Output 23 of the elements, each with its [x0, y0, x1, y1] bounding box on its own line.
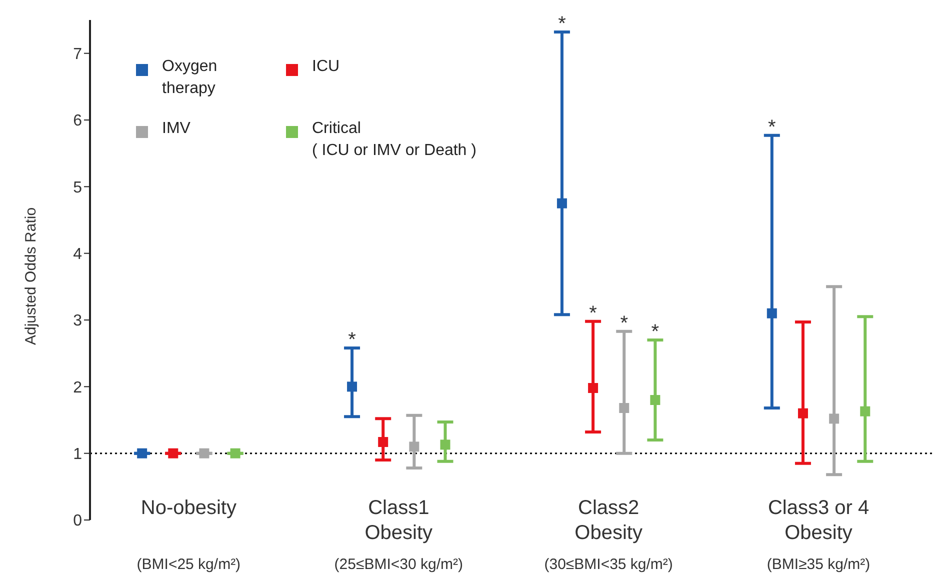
y-tick-label: 1 — [73, 446, 82, 464]
x-tick-label: Class1 Obesity (25≤BMI<30 kg/m²) — [334, 497, 463, 573]
y-tick-label: 4 — [73, 246, 82, 264]
y-tick-label: 3 — [73, 312, 82, 330]
legend-label: ICU — [312, 57, 340, 77]
y-tick-label: 7 — [73, 46, 82, 64]
y-tick-label: 5 — [73, 179, 82, 196]
annotation: * — [768, 116, 776, 138]
annotation: * — [620, 312, 628, 334]
legend-label: Critical ( ICU or IMV or Death ) — [312, 119, 476, 161]
legend-label: Oxygen therapy — [162, 57, 218, 99]
annotation: * — [651, 321, 660, 343]
y-axis-title: Adjusted Odds Ratio — [22, 207, 40, 345]
x-tick-label: Class2 Obesity (30≤BMI<35 kg/m²) — [544, 497, 673, 573]
annotation: * — [348, 329, 356, 351]
x-tick-label: Class3 or 4 Obesity (BMI≥35 kg/m²) — [766, 497, 870, 573]
y-tick-label: 2 — [73, 379, 82, 396]
y-tick-label: 6 — [73, 112, 82, 130]
annotation: * — [558, 13, 566, 35]
y-tick-label: 0 — [73, 512, 82, 530]
category-label: No-obesity (BMI<25 kg/m²) — [136, 497, 241, 573]
legend-label: IMV — [162, 119, 190, 139]
annotation: * — [589, 302, 598, 324]
